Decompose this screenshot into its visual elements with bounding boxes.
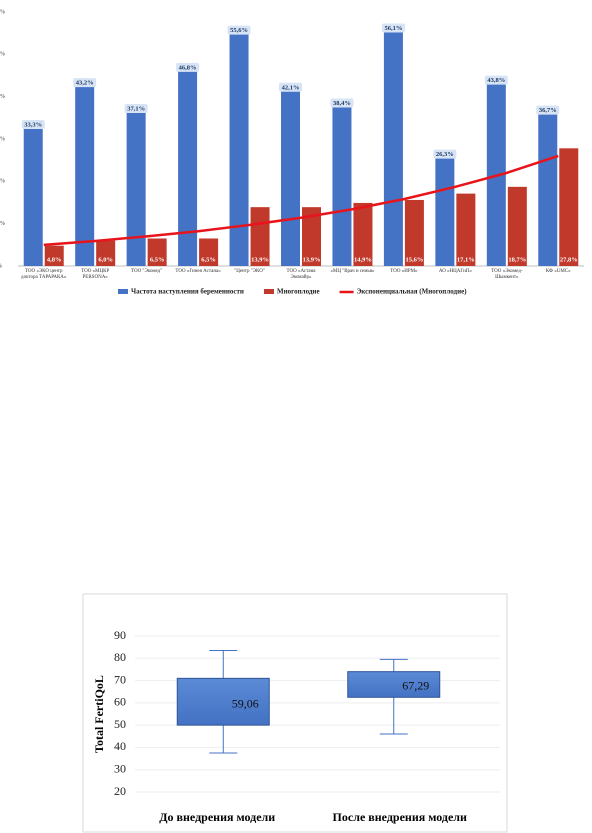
x-tick-label: ТОО «Астана Экомайр»	[286, 269, 316, 280]
value-label: 15,6%	[405, 256, 423, 263]
value-label: 56,1%	[384, 25, 402, 32]
x-tick-label: ТОО «ЭКО центр доктора ТАРАРАКА»	[21, 269, 67, 280]
y-tick-label: 90	[114, 628, 126, 642]
value-label: 6,0%	[98, 256, 113, 263]
y-tick-label: 60%	[0, 9, 5, 15]
value-label: 4,8%	[47, 256, 62, 263]
x-tick-label: "Центр "ЭКО"	[234, 269, 265, 274]
bar	[507, 186, 527, 266]
value-label-bg	[330, 98, 354, 108]
x-tick-label: КФ «UMC»	[545, 269, 571, 274]
bar	[353, 202, 373, 266]
x-tick-label: АО «НЦАГиП»	[438, 269, 472, 274]
bar	[44, 245, 64, 266]
value-label: 13,9%	[251, 256, 269, 263]
bar	[435, 154, 455, 266]
bar	[456, 193, 476, 266]
value-label-bg	[381, 23, 405, 33]
value-label-bg	[124, 103, 148, 113]
bar	[486, 80, 506, 266]
bar	[178, 67, 198, 266]
legend-label: Многоплодие	[277, 288, 320, 296]
x-tick-label: ТОО «ИРМ»	[390, 269, 418, 274]
y-axis-label: Total FertiQoL	[92, 675, 106, 753]
value-label-bg	[21, 120, 45, 130]
x-tick-label: ТОО «Экомед-Шымкент»	[491, 269, 523, 280]
value-label: 33,3%	[24, 122, 42, 129]
y-tick-label: 40%	[0, 94, 5, 100]
legend-label: Экспоненциальная (Многоплодие)	[357, 288, 468, 296]
value-label: 43,2%	[76, 80, 94, 87]
value-label-bg	[536, 105, 560, 115]
legend-swatch	[118, 289, 128, 294]
value-label: 43,8%	[487, 77, 505, 84]
legend-label: Частота наступления беременности	[131, 288, 244, 296]
bar	[559, 148, 579, 266]
y-tick-label: 20%	[0, 179, 5, 185]
mean-label: 59,06	[232, 697, 259, 711]
value-label: 6,5%	[201, 256, 216, 263]
x-tick-label: ТОО «МЦКР PERSONA»	[81, 269, 110, 280]
box	[347, 671, 441, 698]
value-label-bg	[433, 149, 457, 159]
bar	[302, 207, 321, 266]
value-label: 6,5%	[150, 256, 165, 263]
value-label: 46,8%	[179, 64, 197, 71]
value-label: 18,7%	[508, 256, 526, 263]
bar	[126, 108, 146, 267]
bar	[332, 103, 352, 266]
value-label: 13,9%	[303, 256, 321, 263]
y-tick-label: 60	[114, 695, 126, 709]
x-tick-label: До внедрения модели	[159, 810, 275, 824]
bar	[23, 125, 43, 266]
x-tick-label: ТОО «Гинея Астана»	[175, 269, 221, 274]
bar	[404, 199, 424, 266]
value-label: 37,1%	[127, 105, 145, 112]
value-label: 38,4%	[333, 100, 351, 107]
y-tick-label: 70	[114, 672, 126, 686]
value-label-bg	[73, 78, 97, 88]
value-label-bg	[227, 25, 251, 35]
y-tick-label: 50	[114, 717, 126, 731]
value-label: 14,9%	[354, 256, 372, 263]
value-label-bg	[176, 62, 200, 72]
value-label: 55,6%	[230, 27, 248, 34]
x-tick-label: «МЦ "Врач и семья»	[330, 269, 375, 274]
x-tick-label: После внедрения модели	[333, 810, 467, 824]
y-tick-label: 10%	[0, 221, 5, 227]
value-label: 42,1%	[282, 84, 300, 91]
bar	[383, 28, 403, 267]
y-tick-label: 50%	[0, 52, 5, 58]
bar	[96, 240, 116, 266]
legend-swatch	[263, 289, 274, 294]
value-label-bg	[279, 82, 302, 92]
y-tick-label: 40	[114, 739, 126, 753]
trend-line	[43, 154, 559, 247]
bar	[538, 110, 558, 267]
chart-frame	[82, 593, 508, 833]
value-label: 36,7%	[539, 107, 557, 114]
y-tick-label: 30	[114, 761, 126, 775]
x-tick-label: ТОО "Экомед"	[130, 269, 163, 274]
value-label: 17,1%	[457, 256, 475, 263]
bar	[147, 238, 167, 266]
value-label-bg	[484, 75, 508, 85]
box	[176, 677, 270, 726]
y-tick-label: 80	[114, 650, 126, 664]
value-label: 27,8%	[560, 256, 578, 263]
bar	[281, 87, 300, 266]
y-tick-label: 20	[114, 784, 126, 798]
y-tick-label: 0%	[0, 263, 2, 269]
bar	[229, 30, 249, 267]
mean-label: 67,29	[402, 678, 429, 692]
value-label: 26,3%	[436, 151, 454, 158]
bar	[75, 83, 95, 267]
bar	[199, 238, 219, 266]
y-tick-label: 30%	[0, 136, 5, 142]
